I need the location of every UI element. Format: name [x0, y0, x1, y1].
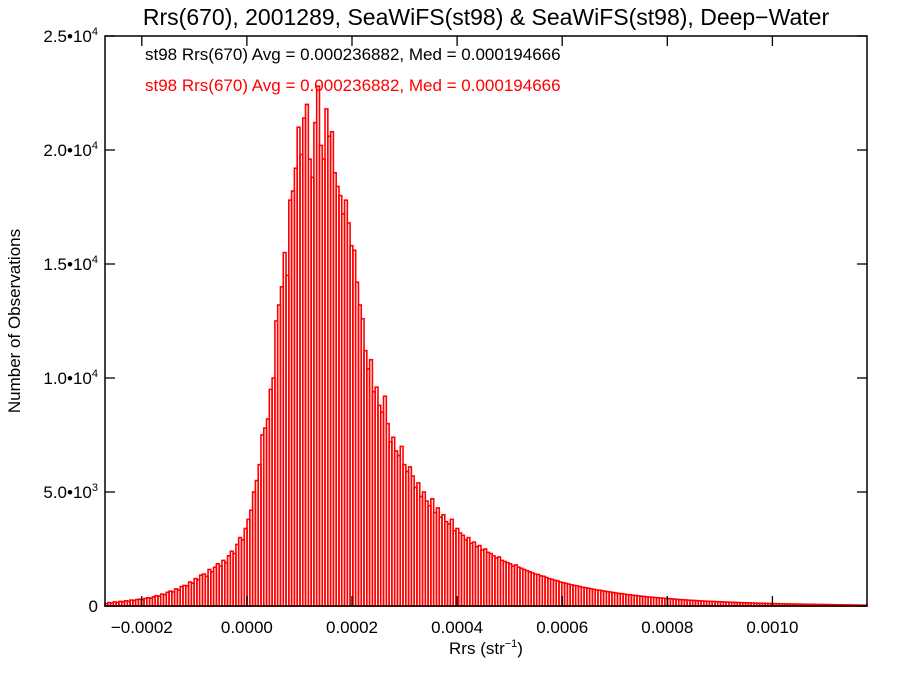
x-tick-label: 0.0000 [221, 618, 273, 637]
x-tick-label: 0.0004 [431, 618, 483, 637]
y-tick-label-exponent: 4 [92, 254, 98, 266]
x-tick-label: 0.0010 [746, 618, 798, 637]
y-tick-label-base: 1.0•10 [43, 369, 92, 388]
y-tick-label-base: 5.0•10 [43, 483, 92, 502]
y-tick-label-base: 1.5•10 [43, 255, 92, 274]
x-axis-label-main: Rrs (str [449, 639, 505, 658]
x-tick-label: −0.0002 [111, 618, 173, 637]
legend-entry-2: st98 Rrs(670) Avg = 0.000236882, Med = 0… [145, 76, 561, 95]
y-tick-label: 1.0•104 [43, 368, 98, 388]
x-axis-label: Rrs (str−1) [449, 638, 523, 658]
x-axis: −0.0002 0.0000 0.0002 0.0004 0.0006 0.0008 0.0… [111, 36, 798, 637]
y-tick-label: 2.0•104 [43, 140, 98, 160]
x-tick-label: 0.0006 [536, 618, 588, 637]
x-axis-label-superscript: −1 [505, 638, 518, 650]
y-tick-label-exponent: 3 [92, 482, 98, 494]
x-tick-label: 0.0008 [641, 618, 693, 637]
x-tick-label: 0.0002 [326, 618, 378, 637]
x-axis-label-close: ) [517, 639, 523, 658]
y-axis-label: Number of Observations [5, 229, 24, 413]
chart-title: Rrs(670), 2001289, SeaWiFS(st98) & SeaWi… [143, 4, 830, 30]
y-tick-label-base: 2.5•10 [43, 27, 92, 46]
y-tick-label: 1.5•104 [43, 254, 98, 274]
plot-frame [104, 35, 868, 607]
legend-entry-1: st98 Rrs(670) Avg = 0.000236882, Med = 0… [145, 45, 561, 64]
y-tick-label-exponent: 4 [92, 368, 98, 380]
y-tick-label: 5.0•103 [43, 482, 98, 502]
y-tick-label-exponent: 4 [92, 26, 98, 38]
y-tick-label: 0 [89, 597, 98, 616]
y-tick-label-exponent: 4 [92, 140, 98, 152]
y-tick-label: 2.5•104 [43, 26, 98, 46]
y-tick-label-base: 2.0•10 [43, 141, 92, 160]
y-tick-label-base: 0 [89, 597, 98, 616]
plot-area [105, 36, 867, 606]
